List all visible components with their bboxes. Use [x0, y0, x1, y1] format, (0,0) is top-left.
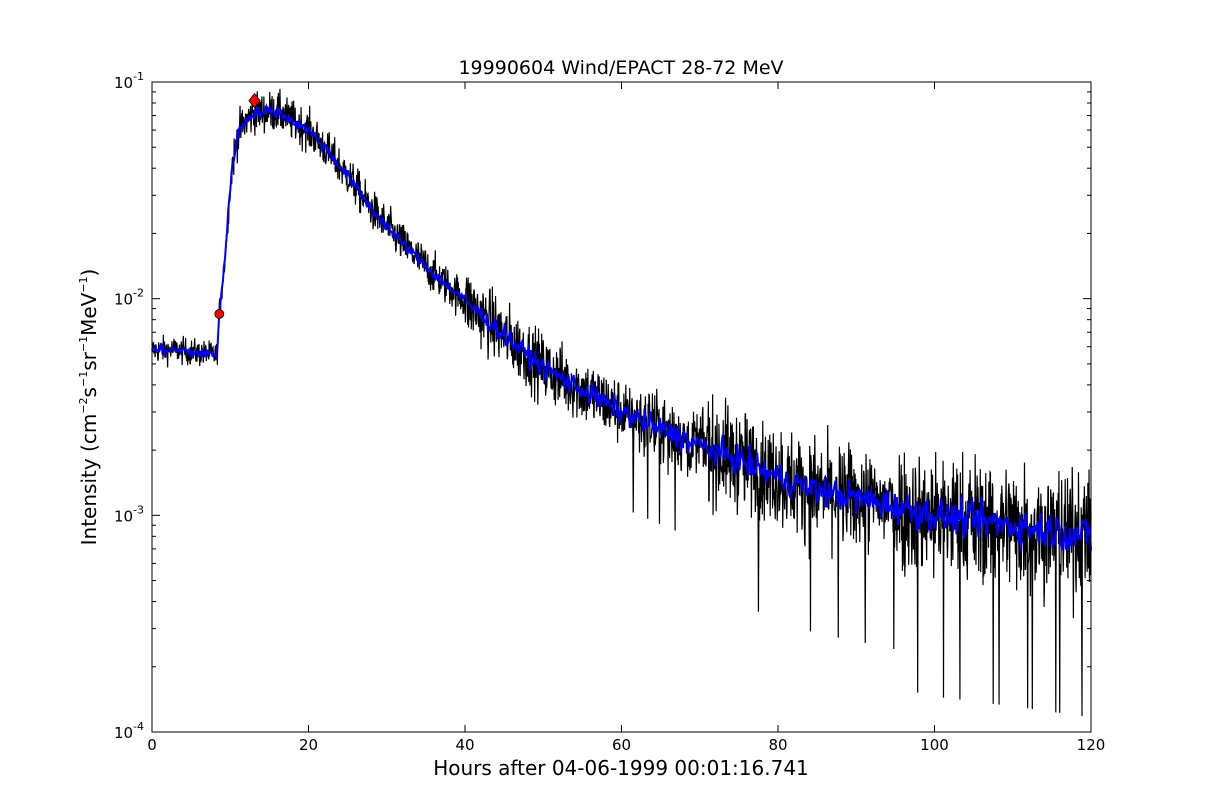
smoothed-intensity-series — [151, 102, 1092, 552]
y-tick-label: 10-4 — [114, 720, 144, 742]
chart-title: 19990604 Wind/EPACT 28-72 MeV — [458, 57, 783, 79]
peak-marker — [248, 93, 261, 109]
x-tick-label: 0 — [147, 736, 157, 754]
x-tick-label: 40 — [455, 736, 474, 754]
y-axis: 10-4 10-3 10-2 10-1 — [114, 70, 1091, 742]
y-tick-label: 10-3 — [114, 503, 144, 525]
onset-marker — [214, 309, 225, 319]
x-tick-label: 100 — [920, 736, 949, 754]
x-tick-label: 80 — [768, 736, 787, 754]
x-tick-label: 120 — [1077, 736, 1106, 754]
x-tick-label: 60 — [612, 736, 631, 754]
x-tick-label: 20 — [299, 736, 318, 754]
x-axis-label: Hours after 04-06-1999 00:01:16.741 — [433, 756, 809, 780]
x-axis: 0 20 40 60 80 100 120 — [147, 82, 1105, 754]
smoothed-intensity-line — [151, 102, 1092, 552]
y-axis-label: Intensity (cm−2s−1sr−1MeV−1) — [77, 269, 101, 546]
y-tick-label: 10-2 — [114, 287, 144, 309]
event-markers — [214, 93, 261, 319]
y-tick-label: 10-1 — [114, 70, 144, 92]
